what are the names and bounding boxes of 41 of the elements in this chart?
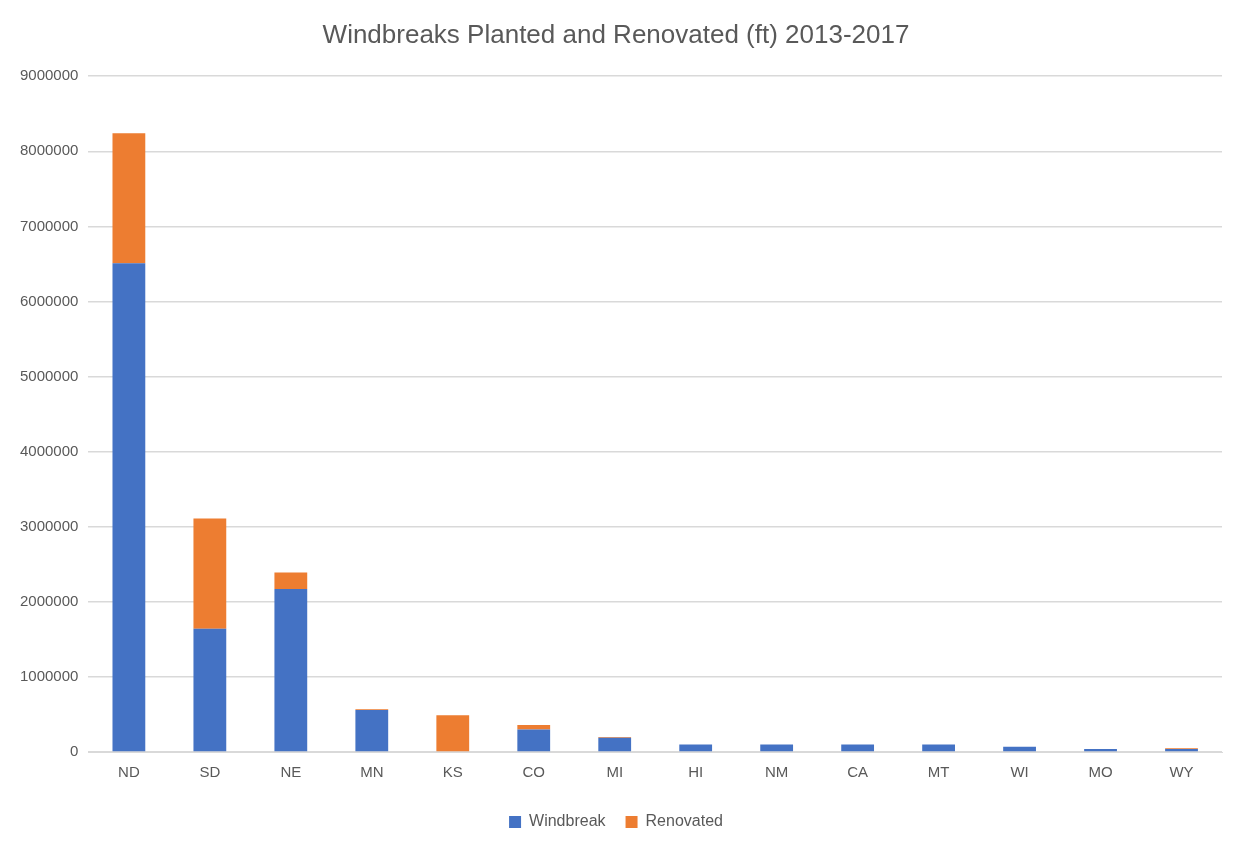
bar	[760, 744, 794, 752]
bar	[841, 744, 875, 752]
bar	[274, 589, 308, 752]
bar	[355, 709, 389, 752]
y-tick-label: 1000000	[19, 667, 79, 685]
x-tick-label: MI	[606, 763, 624, 781]
bar	[436, 715, 470, 752]
y-tick-label: 5000000	[19, 366, 79, 384]
bar	[517, 729, 551, 752]
x-tick-label: KS	[442, 763, 463, 781]
x-tick-label: ND	[118, 763, 140, 781]
bar	[679, 744, 713, 752]
x-tick-label: NE	[280, 763, 302, 781]
bar	[112, 133, 146, 264]
legend-label: Renovated	[645, 812, 723, 830]
chart-title: Windbreaks Planted and Renovated (ft) 2013-2017	[322, 18, 910, 49]
x-tick-label: WI	[1010, 763, 1029, 781]
y-tick-label: 6000000	[19, 291, 79, 309]
x-tick-label: HI	[688, 763, 704, 781]
x-tick-label: NM	[764, 763, 789, 781]
bar	[193, 518, 227, 629]
y-tick-label: 2000000	[19, 591, 79, 609]
y-tick-label: 3000000	[19, 516, 79, 534]
y-tick-label: 7000000	[19, 216, 79, 234]
y-tick-label: 9000000	[19, 66, 79, 84]
x-tick-label: MN	[360, 763, 384, 781]
x-tick-label: CA	[847, 763, 869, 781]
x-tick-label: CO	[522, 763, 545, 781]
x-tick-label: MT	[927, 763, 950, 781]
legend-label: Windbreak	[529, 812, 607, 830]
y-tick-label: 4000000	[19, 441, 79, 459]
x-tick-label: WY	[1169, 763, 1194, 781]
bar	[598, 737, 632, 752]
bar	[112, 263, 146, 752]
y-tick-label: 0	[70, 742, 79, 760]
bar	[193, 628, 227, 752]
x-tick-label: SD	[199, 763, 221, 781]
bar	[274, 572, 308, 590]
bar	[922, 744, 955, 752]
x-tick-label: MO	[1088, 763, 1113, 781]
y-tick-label: 8000000	[19, 141, 79, 159]
